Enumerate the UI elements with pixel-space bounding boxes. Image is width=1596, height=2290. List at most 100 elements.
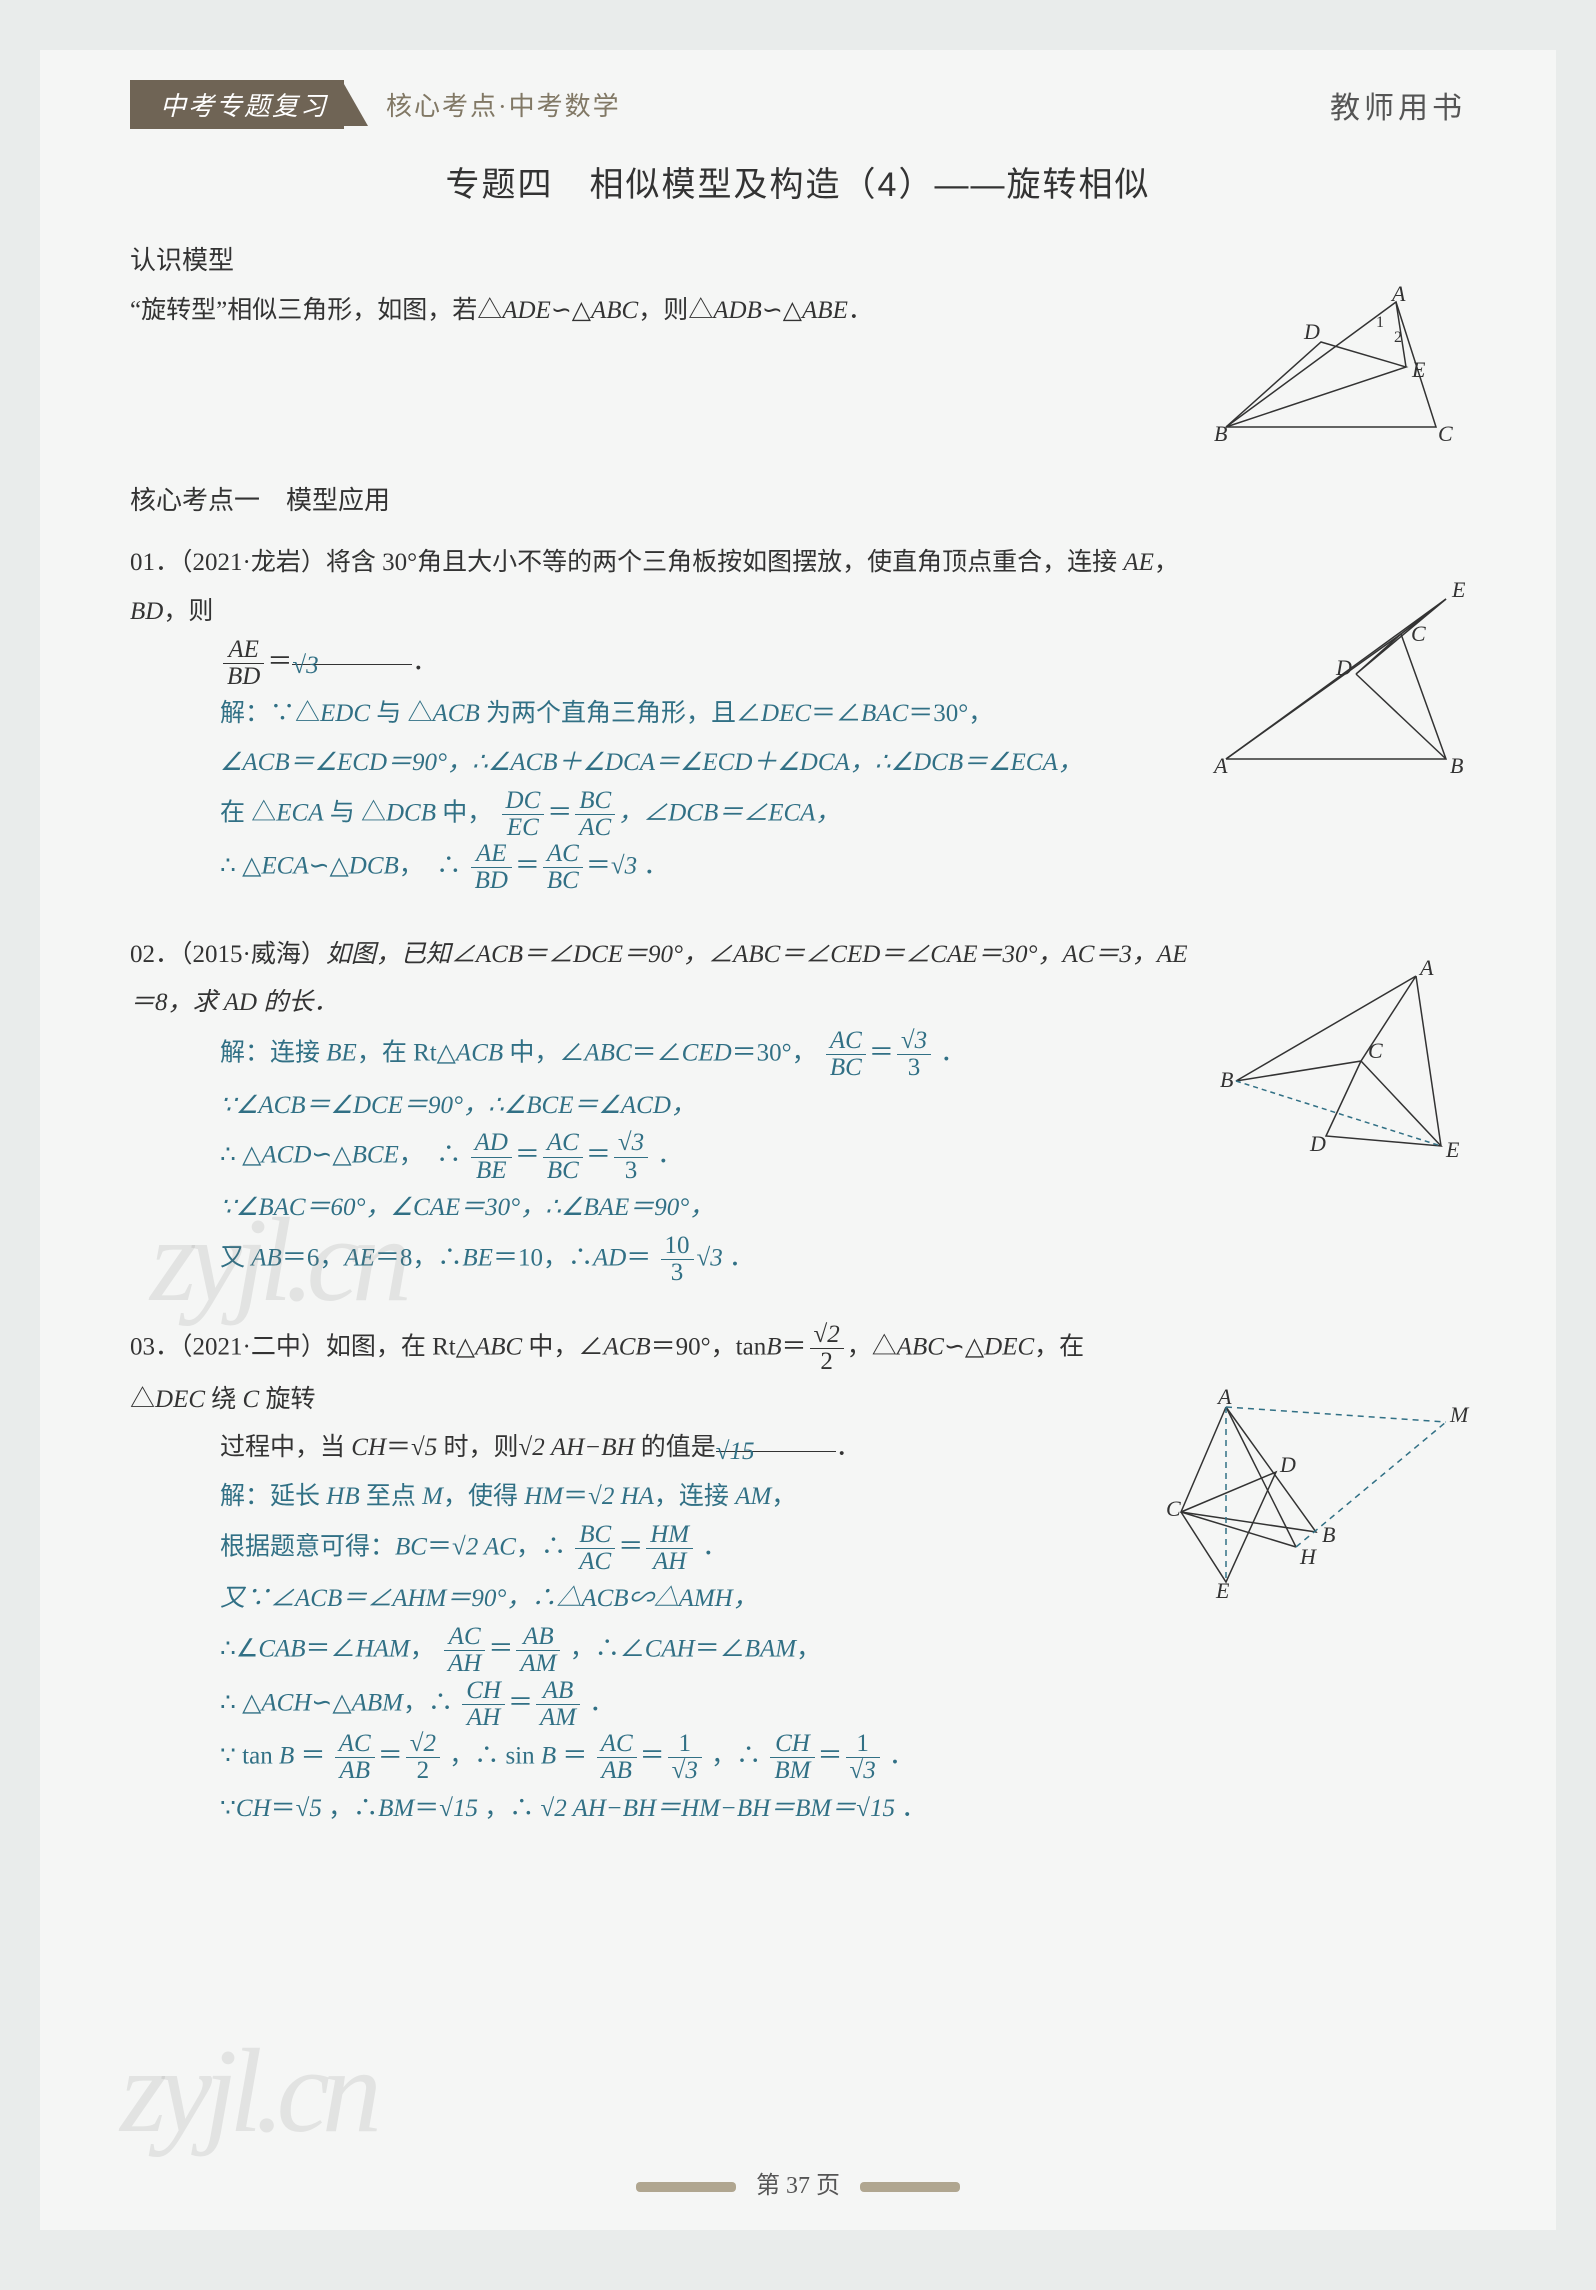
t: ，∴ xyxy=(322,1795,378,1822)
svg-text:B: B xyxy=(1450,753,1463,778)
p01-s4: ∴ △ECA∽△DCB， ∴ AEBD＝ACBC＝√3 ． xyxy=(130,841,1188,895)
t: ＝ xyxy=(267,648,292,675)
t: CH xyxy=(462,1678,505,1705)
t: √3 xyxy=(697,1244,723,1271)
t: HM xyxy=(524,1483,563,1510)
p03-diagram: A B C D E H M xyxy=(1166,1392,1466,1607)
t: AE xyxy=(471,841,512,868)
t: √2 xyxy=(406,1731,440,1758)
t: 中， xyxy=(436,799,492,826)
t: BE xyxy=(462,1244,493,1271)
svg-text:B: B xyxy=(1322,1522,1335,1547)
t: 又∵∠ACB＝∠AHM＝90°，∴△ACB∽△AMH， xyxy=(220,1585,758,1612)
t: AB xyxy=(536,1678,580,1705)
p03-s2: 根据题意可得：BC＝√2 AC，∴ BCAC＝HMAH ． xyxy=(130,1522,1148,1576)
t: ∽△ xyxy=(944,1333,984,1360)
t: M xyxy=(422,1483,443,1510)
t: √2 xyxy=(519,1434,545,1461)
t: ADE xyxy=(502,297,551,324)
t: DEC xyxy=(155,1386,205,1413)
t: ABC xyxy=(897,1333,944,1360)
t: AC xyxy=(575,815,615,841)
t: ∴∠ xyxy=(220,1635,258,1662)
t: ＝ xyxy=(515,852,540,879)
t: 在 △ xyxy=(220,799,276,826)
p03-s6: ∵ tan B ＝ ACAB＝√22 ，∴ sin B ＝ ACAB＝1√3 ，… xyxy=(130,1731,1148,1785)
t: C xyxy=(243,1386,260,1413)
t: （2015·威海） xyxy=(180,941,326,968)
svg-text:2: 2 xyxy=(1394,329,1402,346)
t: AH xyxy=(646,1549,693,1575)
t: ABM xyxy=(352,1689,403,1716)
t: ＝ xyxy=(626,1244,651,1271)
header-right: 教师用书 xyxy=(1330,83,1466,127)
t: AC xyxy=(478,1533,516,1560)
t: 3 xyxy=(614,1158,648,1184)
t: ＝∠ xyxy=(306,1635,356,1662)
t: BC xyxy=(543,1158,583,1184)
t: AC xyxy=(543,1130,583,1157)
t: BD xyxy=(471,868,512,894)
t: √3 xyxy=(897,1028,931,1055)
t: AH xyxy=(462,1705,505,1731)
t: ＝ xyxy=(818,1742,843,1769)
t: AC xyxy=(335,1731,375,1758)
t: BM xyxy=(770,1758,814,1784)
t: BC xyxy=(575,788,615,815)
t: √3 xyxy=(614,1130,648,1157)
t: ＝ xyxy=(556,1742,594,1769)
t: ACD xyxy=(261,1142,311,1169)
t: ＝ xyxy=(488,1635,513,1662)
t: DEC xyxy=(761,700,811,727)
svg-text:E: E xyxy=(1215,1578,1230,1603)
t: B xyxy=(279,1742,294,1769)
t: BM xyxy=(378,1795,414,1822)
t: HM xyxy=(646,1522,693,1549)
t: 与 △ xyxy=(370,700,433,727)
t: ＝ xyxy=(427,1533,452,1560)
t: AH xyxy=(444,1651,485,1677)
t: （2021·龙岩） xyxy=(180,549,326,576)
t: ， xyxy=(796,1635,821,1662)
t: ＝ xyxy=(547,799,572,826)
t: AE xyxy=(344,1244,375,1271)
t: BCE xyxy=(352,1142,399,1169)
blank: √15 xyxy=(716,1424,836,1452)
t: 为两个直角三角形，且∠ xyxy=(480,700,761,727)
svg-text:A: A xyxy=(1390,281,1406,306)
t: BC xyxy=(395,1533,427,1560)
t: ． xyxy=(848,297,873,324)
p01-frac: AEBD＝√3． xyxy=(130,637,1188,691)
t: AC xyxy=(826,1028,866,1055)
page-footer: 第 37 页 xyxy=(40,2165,1556,2200)
t: ，∴ xyxy=(403,1689,459,1716)
t: ，连接 xyxy=(654,1483,735,1510)
t: 的值是 xyxy=(635,1434,716,1461)
svg-text:1: 1 xyxy=(1376,314,1384,331)
t: 绕 xyxy=(205,1386,243,1413)
t: 1 xyxy=(846,1731,880,1758)
t: ＝ xyxy=(271,1795,296,1822)
t: DCB xyxy=(386,799,436,826)
t: ＝∠ xyxy=(632,1039,682,1066)
svg-text:H: H xyxy=(1299,1544,1317,1569)
t: ， ∴ xyxy=(399,1142,468,1169)
t: ∽△ xyxy=(311,1142,351,1169)
svg-text:E: E xyxy=(1411,357,1426,382)
t: ． xyxy=(583,1689,614,1716)
t: 旋转 xyxy=(259,1386,315,1413)
t: 3 xyxy=(661,1260,694,1286)
t: ，∴∠ xyxy=(563,1635,644,1662)
t: ∽△ xyxy=(762,297,802,324)
t: AC xyxy=(597,1731,637,1758)
t: ＝10，∴ xyxy=(493,1244,593,1271)
t: CH xyxy=(236,1795,271,1822)
p03-s5: ∴ △ACH∽△ABM，∴ CHAH＝ABAM ． xyxy=(130,1678,1148,1732)
t: √2 xyxy=(541,1795,567,1822)
t: AH−BH＝HM−BH＝BM＝ xyxy=(567,1795,857,1822)
intro-text: “旋转型”相似三角形，如图，若△ADE∽△ABC，则△ADB∽△ABE． xyxy=(130,287,1188,336)
t: 3 xyxy=(897,1055,931,1081)
problem-01: 01．（2021·龙岩）将含 30°角且大小不等的两个三角板按如图摆放，使直角顶… xyxy=(130,539,1466,895)
t: AC xyxy=(444,1624,485,1651)
header-mid: 核心考点·中考数学 xyxy=(386,86,621,123)
